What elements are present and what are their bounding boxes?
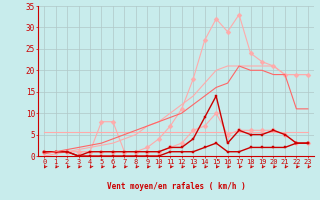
X-axis label: Vent moyen/en rafales ( km/h ): Vent moyen/en rafales ( km/h ) <box>107 182 245 191</box>
